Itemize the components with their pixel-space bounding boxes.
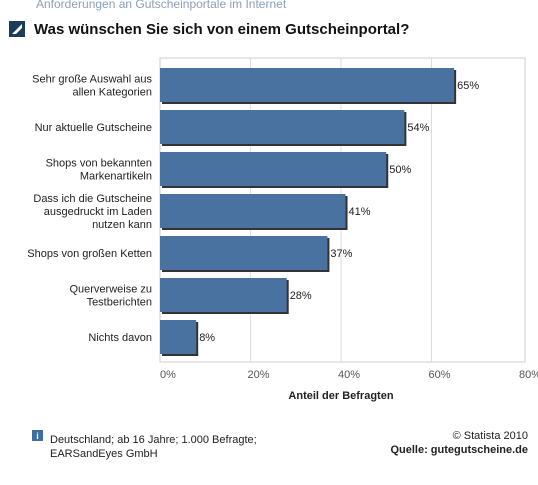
value-label: 37%	[330, 248, 352, 260]
chart-title: Was wünschen Sie sich von einem Gutschei…	[34, 21, 409, 38]
value-label: 50%	[389, 164, 411, 176]
y-tick-label: Shops von großen Ketten	[27, 248, 152, 260]
value-label: 8%	[199, 332, 215, 344]
y-tick-label: Nur aktuelle Gutscheine	[35, 122, 152, 134]
supertitle: Anforderungen an Gutscheinportale im Int…	[36, 0, 287, 11]
bar	[160, 68, 455, 102]
bar	[160, 278, 287, 312]
x-tick-label: 60%	[428, 369, 450, 381]
bar	[160, 152, 387, 186]
y-tick-label: Shops von bekannten Markenartikeln	[46, 158, 152, 183]
bar	[160, 320, 197, 354]
y-tick-label: Querverweise zu Testberichten	[69, 284, 152, 309]
y-tick-label: Dass ich die Gutscheine ausgedruckt im La…	[33, 193, 152, 231]
x-tick-label: 40%	[338, 369, 360, 381]
bar	[160, 236, 328, 270]
x-tick-label: 80%	[519, 369, 538, 381]
info-icon	[32, 430, 43, 441]
value-label: 28%	[290, 290, 312, 302]
source: Quelle: gutegutscheine.de	[390, 444, 528, 456]
bar	[160, 194, 346, 228]
value-label: 54%	[407, 122, 429, 134]
x-tick-label: 0%	[160, 369, 176, 381]
x-tick-label: 20%	[247, 369, 269, 381]
y-tick-label: Nichts davon	[88, 332, 152, 344]
info-icon-glyph: i	[36, 431, 39, 441]
y-tick-label: Sehr große Auswahl aus allen Kategorien	[32, 74, 152, 99]
footnote: Deutschland; ab 16 Jahre; 1.000 Befragte…	[50, 434, 257, 460]
value-label: 41%	[349, 206, 371, 218]
copyright: © Statista 2010	[453, 430, 528, 442]
logo-mark	[12, 24, 22, 34]
value-label: 65%	[457, 80, 479, 92]
x-axis-label: Anteil der Befragten	[288, 390, 393, 402]
bar	[160, 110, 405, 144]
